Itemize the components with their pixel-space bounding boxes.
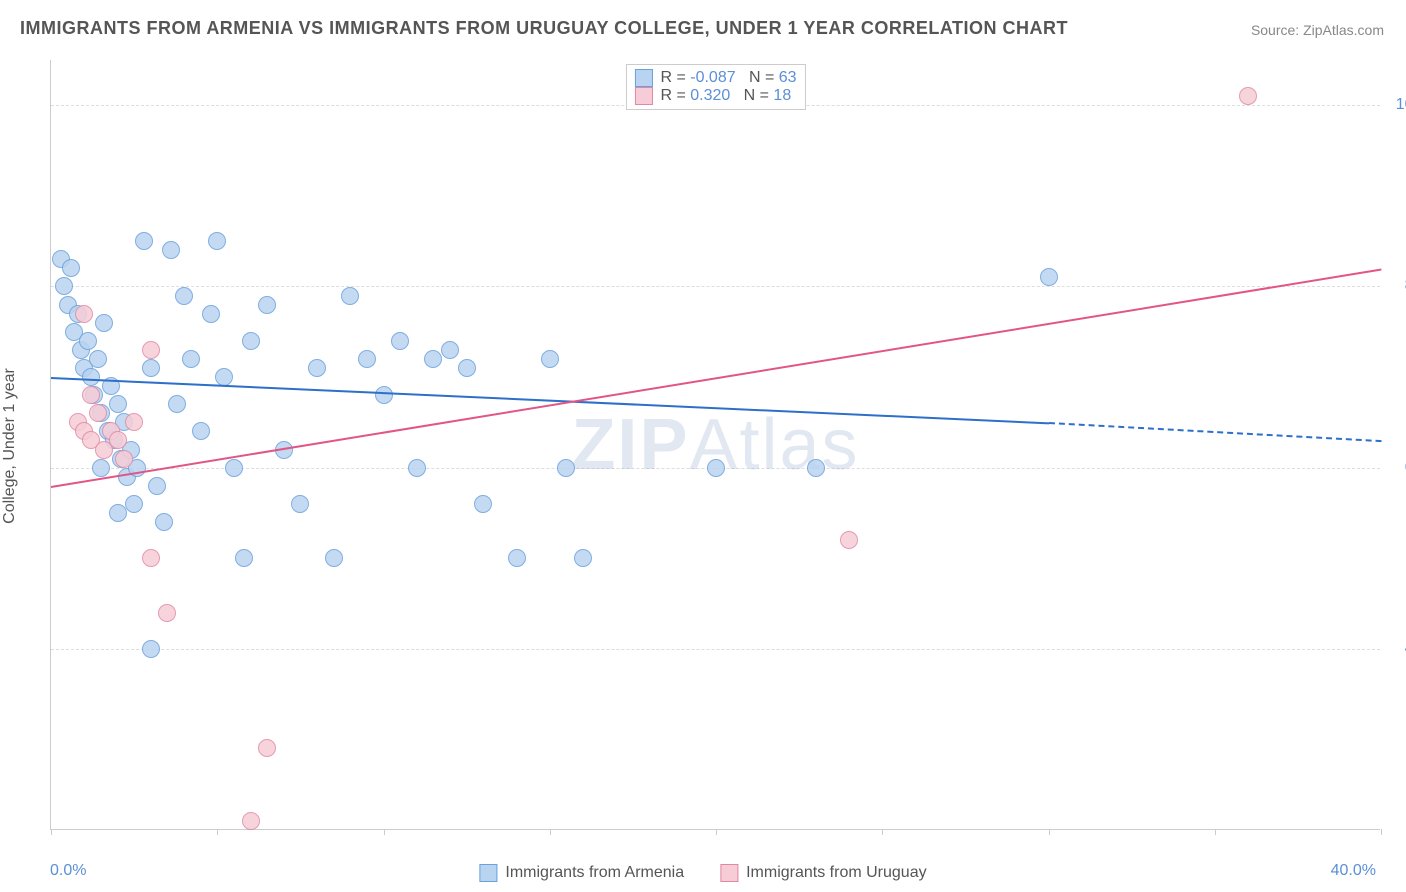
y-tick-label: 60.0% — [1390, 459, 1406, 477]
data-point — [148, 477, 166, 495]
y-tick-label: 40.0% — [1390, 640, 1406, 658]
data-point — [109, 431, 127, 449]
data-point — [89, 350, 107, 368]
data-point — [458, 359, 476, 377]
data-point — [341, 287, 359, 305]
data-point — [168, 395, 186, 413]
data-point — [115, 450, 133, 468]
legend-stat-text: R = -0.087 N = 63 — [660, 69, 796, 87]
data-point — [308, 359, 326, 377]
data-point — [474, 495, 492, 513]
data-point — [258, 739, 276, 757]
x-tick — [1381, 829, 1382, 835]
data-point — [541, 350, 559, 368]
data-point — [75, 305, 93, 323]
legend-bottom-item: Immigrants from Armenia — [479, 864, 684, 882]
data-point — [557, 459, 575, 477]
legend-swatch — [720, 864, 738, 882]
data-point — [1239, 87, 1257, 105]
data-point — [807, 459, 825, 477]
x-tick — [1049, 829, 1050, 835]
data-point — [215, 368, 233, 386]
x-tick — [1215, 829, 1216, 835]
data-point — [574, 549, 592, 567]
data-point — [192, 422, 210, 440]
legend-swatch — [634, 69, 652, 87]
data-point — [109, 395, 127, 413]
chart-container: IMMIGRANTS FROM ARMENIA VS IMMIGRANTS FR… — [0, 0, 1406, 892]
legend-stat-text: R = 0.320 N = 18 — [660, 87, 791, 105]
chart-title: IMMIGRANTS FROM ARMENIA VS IMMIGRANTS FR… — [20, 18, 1068, 39]
data-point — [235, 549, 253, 567]
data-point — [82, 386, 100, 404]
data-point — [202, 305, 220, 323]
trend-line — [51, 268, 1381, 487]
data-point — [424, 350, 442, 368]
trend-line — [1048, 422, 1381, 442]
data-point — [182, 350, 200, 368]
watermark-bold: ZIP — [571, 405, 689, 485]
gridline-h — [51, 649, 1380, 650]
data-point — [125, 413, 143, 431]
x-tick — [882, 829, 883, 835]
x-axis-max-label: 40.0% — [1331, 862, 1376, 880]
legend-swatch — [479, 864, 497, 882]
legend-bottom: Immigrants from Armenia Immigrants from U… — [479, 864, 926, 882]
data-point — [325, 549, 343, 567]
x-tick — [716, 829, 717, 835]
data-point — [1040, 268, 1058, 286]
x-tick — [51, 829, 52, 835]
data-point — [142, 549, 160, 567]
data-point — [82, 368, 100, 386]
trend-line — [51, 377, 1049, 424]
data-point — [158, 604, 176, 622]
x-tick — [217, 829, 218, 835]
y-tick-label: 100.0% — [1390, 96, 1406, 114]
data-point — [840, 531, 858, 549]
data-point — [62, 259, 80, 277]
legend-bottom-label: Immigrants from Uruguay — [746, 864, 927, 882]
data-point — [291, 495, 309, 513]
gridline-h — [51, 286, 1380, 287]
y-axis-label: College, Under 1 year — [1, 368, 19, 524]
data-point — [208, 232, 226, 250]
data-point — [142, 640, 160, 658]
data-point — [175, 287, 193, 305]
data-point — [162, 241, 180, 259]
legend-top-row: R = 0.320 N = 18 — [634, 87, 796, 105]
data-point — [258, 296, 276, 314]
legend-top: R = -0.087 N = 63R = 0.320 N = 18 — [625, 64, 805, 110]
data-point — [375, 386, 393, 404]
y-tick-label: 80.0% — [1390, 277, 1406, 295]
data-point — [391, 332, 409, 350]
data-point — [92, 459, 110, 477]
x-tick — [550, 829, 551, 835]
data-point — [142, 359, 160, 377]
data-point — [55, 277, 73, 295]
data-point — [242, 812, 260, 830]
data-point — [242, 332, 260, 350]
data-point — [508, 549, 526, 567]
source-label: Source: ZipAtlas.com — [1251, 22, 1384, 38]
legend-bottom-label: Immigrants from Armenia — [505, 864, 684, 882]
data-point — [109, 504, 127, 522]
data-point — [142, 341, 160, 359]
data-point — [95, 314, 113, 332]
legend-swatch — [634, 87, 652, 105]
data-point — [408, 459, 426, 477]
data-point — [155, 513, 173, 531]
data-point — [79, 332, 97, 350]
data-point — [441, 341, 459, 359]
data-point — [225, 459, 243, 477]
data-point — [135, 232, 153, 250]
data-point — [358, 350, 376, 368]
legend-bottom-item: Immigrants from Uruguay — [720, 864, 927, 882]
data-point — [707, 459, 725, 477]
data-point — [89, 404, 107, 422]
data-point — [125, 495, 143, 513]
legend-top-row: R = -0.087 N = 63 — [634, 69, 796, 87]
x-tick — [384, 829, 385, 835]
x-axis-min-label: 0.0% — [50, 862, 86, 880]
plot-area: ZIPAtlas R = -0.087 N = 63R = 0.320 N = … — [50, 60, 1380, 830]
